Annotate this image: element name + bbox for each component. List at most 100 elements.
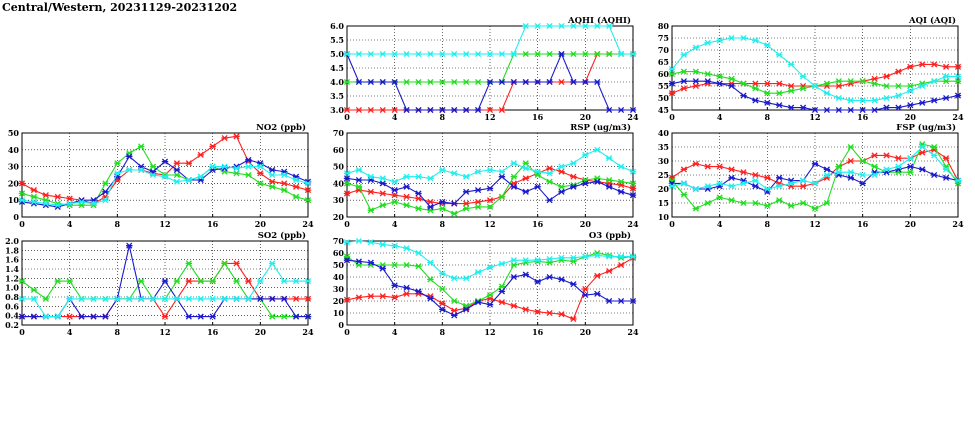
data-point — [835, 163, 843, 170]
data-point — [692, 160, 700, 167]
data-point — [451, 307, 458, 314]
data-point — [415, 190, 422, 197]
data-point — [930, 143, 938, 151]
data-point — [835, 106, 843, 114]
data-point — [799, 73, 807, 80]
data-point — [126, 153, 133, 160]
data-point — [629, 192, 637, 199]
data-point — [54, 313, 61, 320]
data-point — [161, 295, 169, 302]
x-tick-label: 4 — [392, 112, 398, 122]
data-point — [954, 63, 962, 70]
data-point — [367, 78, 375, 86]
data-point — [629, 180, 637, 187]
data-point — [367, 173, 375, 180]
data-point — [740, 169, 747, 176]
data-point — [439, 306, 446, 313]
data-point — [847, 157, 854, 165]
y-tick-label: 10 — [8, 195, 20, 205]
data-point — [752, 199, 759, 207]
data-point — [462, 306, 470, 313]
data-point — [582, 78, 589, 86]
data-point — [668, 90, 676, 97]
data-point — [304, 187, 312, 194]
data-point — [415, 249, 422, 257]
data-point — [451, 275, 458, 282]
data-point — [594, 78, 601, 86]
x-tick-label: 0 — [344, 112, 350, 122]
data-point — [835, 94, 843, 102]
data-point — [102, 295, 109, 302]
data-point — [605, 176, 613, 184]
x-tick-label: 20 — [580, 219, 592, 229]
y-tick-label: 3.5 — [330, 91, 344, 101]
x-tick-label: 16 — [532, 219, 544, 229]
data-point — [570, 315, 577, 323]
data-point — [692, 205, 700, 212]
data-point — [451, 312, 458, 319]
series-blue — [343, 50, 637, 114]
data-point — [629, 297, 637, 305]
x-tick-label: 16 — [857, 219, 869, 229]
data-point — [605, 155, 613, 162]
data-point — [451, 106, 458, 114]
data-point — [78, 313, 85, 320]
data-point — [474, 50, 482, 58]
data-point — [221, 295, 228, 302]
data-point — [343, 106, 351, 114]
x-tick-label: 24 — [952, 112, 964, 122]
data-point — [716, 180, 723, 187]
y-tick-label: 60 — [333, 248, 345, 258]
data-point — [427, 175, 434, 182]
data-point — [233, 165, 240, 172]
y-tick-label: 15 — [658, 198, 669, 208]
data-point — [391, 192, 398, 199]
data-point — [280, 295, 288, 302]
data-point — [367, 239, 375, 246]
y-tick-label: 0.2 — [5, 320, 19, 330]
data-point — [546, 22, 553, 30]
data-point — [582, 285, 589, 293]
data-point — [269, 295, 276, 302]
data-point — [102, 188, 109, 195]
y-tick-label: 5.5 — [330, 35, 344, 45]
data-point — [764, 185, 771, 193]
y-tick-label: 4.0 — [330, 77, 344, 87]
data-point — [415, 78, 422, 86]
data-point — [498, 50, 506, 58]
data-point — [245, 156, 252, 163]
data-point — [355, 78, 363, 86]
y-tick-label: 1.6 — [5, 255, 19, 265]
data-point — [534, 22, 541, 30]
data-point — [823, 171, 831, 179]
data-point — [415, 263, 422, 270]
data-point — [292, 193, 300, 200]
data-point — [534, 308, 541, 315]
data-point — [752, 37, 759, 44]
data-point — [811, 82, 819, 90]
data-point — [379, 293, 386, 300]
data-point — [522, 22, 529, 30]
x-tick-label: 12 — [484, 219, 495, 229]
data-point — [942, 174, 950, 181]
data-point — [367, 50, 375, 58]
data-point — [704, 183, 711, 190]
data-point — [823, 199, 831, 207]
y-tick-label: 50 — [333, 260, 345, 270]
data-point — [776, 197, 783, 204]
data-point — [558, 254, 565, 261]
data-point — [403, 193, 410, 200]
data-point — [355, 237, 363, 245]
data-point — [304, 180, 312, 187]
data-point — [522, 271, 529, 278]
x-tick-label: 4 — [717, 112, 723, 122]
data-point — [534, 168, 541, 175]
series-cyan — [343, 146, 637, 185]
data-point — [522, 257, 529, 264]
chart-fsp: 0 4 8 12 16 20 24 10 15 20 25 30 35 40 FSP (ug/m3) — [658, 122, 964, 229]
data-point — [954, 78, 962, 85]
data-point — [847, 174, 854, 181]
data-point — [197, 278, 204, 285]
data-point — [304, 197, 312, 204]
data-point — [752, 97, 759, 104]
